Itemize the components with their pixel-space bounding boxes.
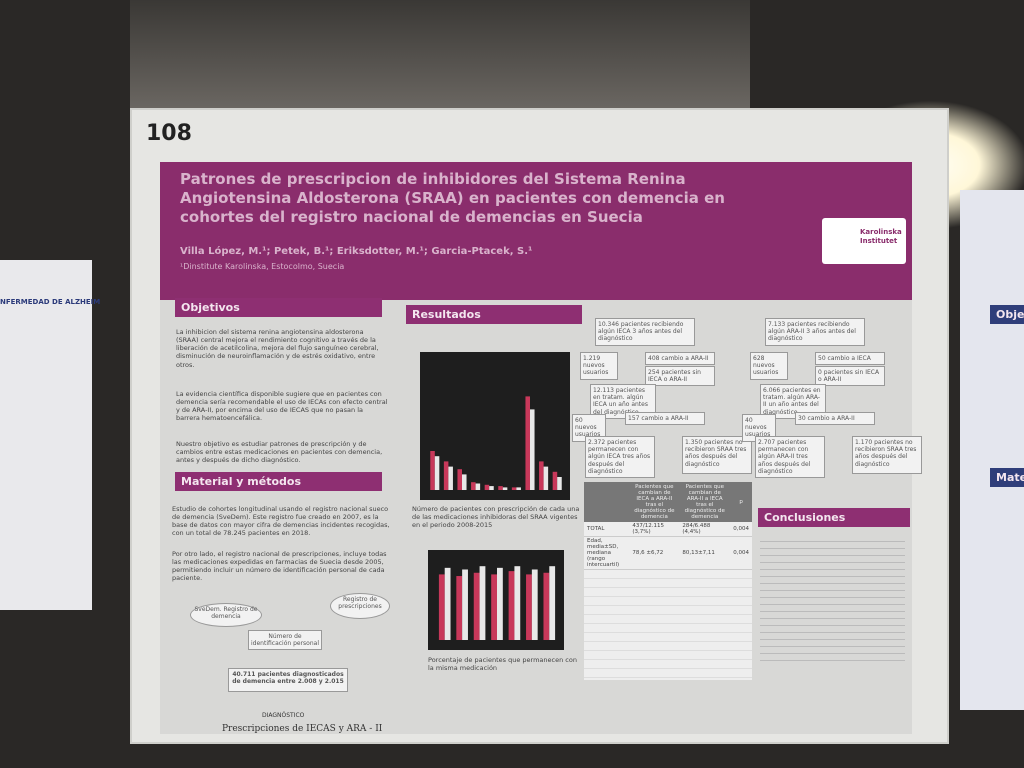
table-header <box>584 482 630 522</box>
table-cell: 437/12.115 (3,7%) <box>629 522 680 537</box>
figure-caption: Porcentaje de pacientes que permanecen c… <box>428 656 577 673</box>
paragraph: Estudio de cohortes longitudinal usando … <box>172 505 390 538</box>
table-header: p <box>730 482 752 522</box>
bar <box>497 567 503 640</box>
flow-box: 2.372 pacientes permanecen con algún IEC… <box>585 436 655 478</box>
flow-box: 7.133 pacientes recibiendo algún ARA-II … <box>765 318 865 346</box>
table: Pacientes que cambian de IECA a ARA-II t… <box>584 482 752 570</box>
left-panel-heading: NFERMEDAD DE ALZHEIM <box>0 298 101 306</box>
flow-box: 408 cambio a ARA-II <box>645 352 715 366</box>
flow-box: Número de identificación personal <box>248 630 322 650</box>
logo-text: Karolinska Institutet <box>860 228 902 245</box>
section-heading: Material y métodos <box>175 472 382 491</box>
flow-box: 50 cambio a IECA <box>815 352 885 366</box>
bar <box>444 567 451 640</box>
paragraph: La evidencia científica disponible sugie… <box>176 390 388 423</box>
bar <box>473 572 480 640</box>
left-panel <box>0 260 92 610</box>
poster-affiliation: ¹Dinstitute Karolinska, Estocolmo, Sueci… <box>180 262 345 271</box>
table-fill <box>584 570 752 680</box>
paragraph: Por otro lado, el registro nacional de p… <box>172 550 387 583</box>
bar <box>514 566 521 640</box>
bar <box>434 456 440 490</box>
bar <box>530 409 535 490</box>
figure-1 <box>420 352 570 500</box>
flow-box: 157 cambio a ARA-II <box>625 412 705 426</box>
flow-box: 2.707 pacientes permanecen con algún ARA… <box>755 436 825 478</box>
bar <box>502 487 508 490</box>
flow-box: Registro de prescripciones <box>330 593 390 619</box>
flow-box: 6.066 pacientes en tratam. algún ARA-II … <box>760 384 826 419</box>
bar <box>443 461 449 490</box>
bar <box>430 451 435 490</box>
flow-box: 628 nuevos usuarios <box>750 352 788 380</box>
flow-box: 1.350 pacientes no recibieron SRAA tres … <box>682 436 752 474</box>
flow-box: 254 pacientes sin IECA o ARA-II <box>645 366 715 387</box>
logo <box>822 218 906 264</box>
bar <box>489 486 494 490</box>
board-number: 108 <box>146 121 192 146</box>
flow-box: 30 cambio a ARA-II <box>795 412 875 426</box>
flow-box: 1.219 nuevos usuarios <box>580 352 618 380</box>
title-banner <box>160 162 912 300</box>
conclusions-text <box>760 535 905 663</box>
results-table: Pacientes que cambian de IECA a ARA-II t… <box>584 482 752 680</box>
bar <box>471 482 476 490</box>
section-heading: Conclusiones <box>758 508 910 527</box>
bar <box>462 569 468 640</box>
flow-box: 1.170 pacientes no recibieron SRAA tres … <box>852 436 922 474</box>
paragraph: La inhibicion del sistema renina angiote… <box>176 328 379 369</box>
right-panel <box>960 190 1024 710</box>
bar <box>475 483 481 490</box>
poster-authors: Villa López, M.¹; Petek, B.¹; Eriksdotte… <box>180 246 533 257</box>
table-cell: 0,004 <box>730 536 752 570</box>
bar <box>543 466 549 490</box>
figure-2 <box>428 550 564 650</box>
bar <box>456 576 463 640</box>
right-panel-heading: Objeti <box>990 305 1024 324</box>
bar <box>526 574 532 640</box>
table-cell: 284/6.488 (4,4%) <box>679 522 731 537</box>
bar <box>531 569 538 640</box>
flow-box: 40.711 pacientes diagnosticados de demen… <box>228 668 348 692</box>
bar <box>448 466 453 490</box>
bar <box>484 484 490 490</box>
bar <box>557 477 562 490</box>
figure-caption: Número de pacientes con prescripción de … <box>412 505 580 530</box>
table-cell: TOTAL <box>584 522 630 537</box>
bar <box>516 487 521 490</box>
bar <box>525 396 530 490</box>
table-header: Pacientes que cambian de ARA-II a IECA t… <box>679 482 731 522</box>
section-heading: Resultados <box>406 305 582 324</box>
flow-box: SveDem. Registro de demencia <box>190 603 262 627</box>
poster-title: Patrones de prescripcion de inhibidores … <box>180 170 725 226</box>
table-header: Pacientes que cambian de IECA a ARA-II t… <box>629 482 680 522</box>
table-cell: 80,13±7,11 <box>679 536 731 570</box>
bar <box>491 574 497 640</box>
table-cell: 0,004 <box>730 522 752 537</box>
bar <box>552 471 558 490</box>
flow-footer: Prescripciones de IECAS y ARA - II <box>222 724 383 734</box>
right-panel-heading-2: Materi <box>990 468 1024 487</box>
table-cell: 78,6 ±6,72 <box>629 536 680 570</box>
flow-box: 0 pacientes sin IECA o ARA-II <box>815 366 885 387</box>
bar <box>508 571 515 640</box>
bar <box>511 487 517 490</box>
section-heading: Objetivos <box>175 298 382 317</box>
bar <box>457 469 462 490</box>
bar <box>479 566 486 640</box>
bar <box>498 486 503 490</box>
table-cell: Edad, media±SD, mediana (rango intercuar… <box>584 536 630 570</box>
bar <box>438 574 445 640</box>
bar <box>549 566 556 640</box>
ceiling <box>130 0 750 110</box>
flow-label: DIAGNÓSTICO <box>262 712 305 719</box>
bar <box>539 461 544 490</box>
paragraph: Nuestro objetivo es estudiar patrones de… <box>176 440 383 465</box>
bar <box>543 572 550 640</box>
bar <box>462 474 467 490</box>
flow-box: 10.346 pacientes recibiendo algún IECA 3… <box>595 318 695 346</box>
